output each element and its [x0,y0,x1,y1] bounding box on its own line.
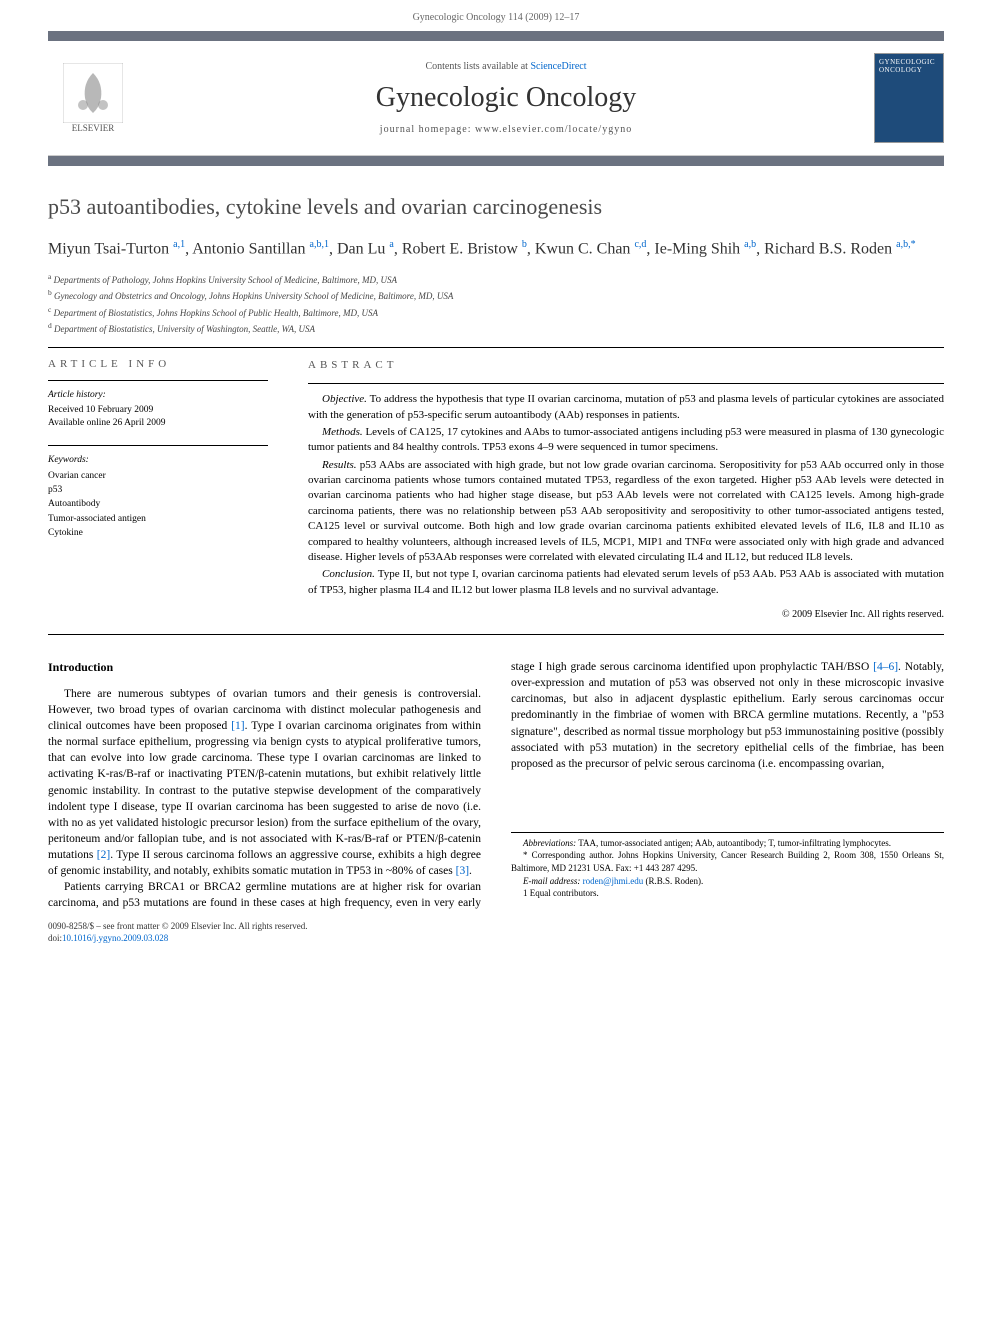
body-text: . [469,865,472,877]
abstract-column: ABSTRACT Objective. To address the hypot… [308,358,944,622]
doi-prefix: doi: [48,933,62,943]
keywords-list: Ovarian cancerp53AutoantibodyTumor-assoc… [48,469,268,540]
divider [48,445,268,446]
abstract-heading: ABSTRACT [308,358,944,373]
elsevier-logo: ELSEVIER [48,53,138,143]
objective-text: To address the hypothesis that type II o… [308,393,944,420]
ref-link-4-6[interactable]: [4–6] [873,661,898,673]
elsevier-label: ELSEVIER [72,123,115,133]
results-label: Results. [322,459,357,471]
footer-copyright: 0090-8258/$ – see front matter © 2009 El… [48,921,944,933]
abstract-results: Results. p53 AAbs are associated with hi… [308,458,944,566]
journal-cover-thumbnail: GYNECOLOGIC ONCOLOGY [874,53,944,143]
email-footnote: E-mail address: roden@jhmi.edu (R.B.S. R… [511,875,944,888]
abstract-conclusion: Conclusion. Type II, but not type I, ova… [308,567,944,598]
affiliations: a Departments of Pathology, Johns Hopkin… [48,271,944,337]
methods-text: Levels of CA125, 17 cytokines and AAbs t… [308,426,944,453]
divider [308,383,944,384]
keyword-item: Autoantibody [48,497,268,511]
abstract-methods: Methods. Levels of CA125, 17 cytokines a… [308,425,944,456]
journal-homepage: journal homepage: www.elsevier.com/locat… [138,124,874,135]
introduction-heading: Introduction [48,659,481,676]
ref-link-3[interactable]: [3] [456,865,469,877]
affiliation-line: a Departments of Pathology, Johns Hopkin… [48,271,944,288]
received-date: Received 10 February 2009 [48,404,268,417]
ref-link-1[interactable]: [1] [231,720,244,732]
email-label: E-mail address: [523,876,583,886]
contents-prefix: Contents lists available at [425,61,530,72]
body-text: . Notably, over-expression and mutation … [511,661,944,770]
divider [48,380,268,381]
ref-link-2[interactable]: [2] [97,849,110,861]
abstract-copyright: © 2009 Elsevier Inc. All rights reserved… [308,608,944,622]
author-list: Miyun Tsai-Turton a,1, Antonio Santillan… [48,238,944,261]
body-text: . Type II serous carcinoma follows an ag… [48,849,481,877]
conclusion-label: Conclusion. [322,568,375,580]
keywords-block: Keywords: Ovarian cancerp53AutoantibodyT… [48,454,268,541]
contents-available-line: Contents lists available at ScienceDirec… [138,61,874,72]
abstract-objective: Objective. To address the hypothesis tha… [308,392,944,423]
affiliation-line: c Department of Biostatistics, Johns Hop… [48,304,944,321]
info-abstract-row: ARTICLE INFO Article history: Received 1… [48,358,944,622]
cover-title: GYNECOLOGIC ONCOLOGY [879,58,939,74]
abbrev-label: Abbreviations: [523,838,576,848]
header-center: Contents lists available at ScienceDirec… [138,61,874,135]
divider [48,634,944,635]
journal-name: Gynecologic Oncology [138,82,874,114]
keyword-item: Cytokine [48,526,268,540]
article-title: p53 autoantibodies, cytokine levels and … [48,194,944,220]
conclusion-text: Type II, but not type I, ovarian carcino… [308,568,944,595]
journal-header: ELSEVIER Contents lists available at Sci… [48,41,944,156]
email-link[interactable]: roden@jhmi.edu [583,876,644,886]
email-suffix: (R.B.S. Roden). [643,876,703,886]
article-info-column: ARTICLE INFO Article history: Received 1… [48,358,268,622]
abbrev-text: TAA, tumor-associated antigen; AAb, auto… [576,838,891,848]
footnotes: Abbreviations: TAA, tumor-associated ant… [511,832,944,900]
body-text: . Type I ovarian carcinoma originates fr… [48,720,481,812]
body-paragraph-1: There are numerous subtypes of ovarian t… [48,686,481,879]
article-body: Introduction There are numerous subtypes… [48,659,944,911]
elsevier-tree-icon [63,63,123,123]
homepage-url: www.elsevier.com/locate/ygyno [475,124,632,135]
footer-doi: doi:10.1016/j.ygyno.2009.03.028 [48,933,944,945]
history-label: Article history: [48,389,268,402]
available-date: Available online 26 April 2009 [48,417,268,430]
header-bottom-bar [48,156,944,166]
affiliation-line: d Department of Biostatistics, Universit… [48,320,944,337]
page-footer: 0090-8258/$ – see front matter © 2009 El… [48,921,944,944]
results-text: p53 AAbs are associated with high grade,… [308,459,944,563]
sciencedirect-link[interactable]: ScienceDirect [530,61,586,72]
keyword-item: Tumor-associated antigen [48,512,268,526]
keywords-label: Keywords: [48,454,268,467]
article-history: Article history: Received 10 February 20… [48,389,268,431]
keyword-item: Ovarian cancer [48,469,268,483]
header-top-bar [48,31,944,41]
running-header: Gynecologic Oncology 114 (2009) 12–17 [0,0,992,31]
methods-label: Methods. [322,426,363,438]
doi-link[interactable]: 10.1016/j.ygyno.2009.03.028 [62,933,168,943]
homepage-label: journal homepage: [380,124,475,135]
abbreviations-footnote: Abbreviations: TAA, tumor-associated ant… [511,837,944,850]
keyword-item: p53 [48,483,268,497]
equal-contributors-footnote: 1 Equal contributors. [511,887,944,900]
article-main: p53 autoantibodies, cytokine levels and … [48,194,944,911]
objective-label: Objective. [322,393,367,405]
affiliation-line: b Gynecology and Obstetrics and Oncology… [48,287,944,304]
corresponding-author-footnote: * Corresponding author. Johns Hopkins Un… [511,849,944,874]
article-info-heading: ARTICLE INFO [48,358,268,370]
divider [48,347,944,348]
